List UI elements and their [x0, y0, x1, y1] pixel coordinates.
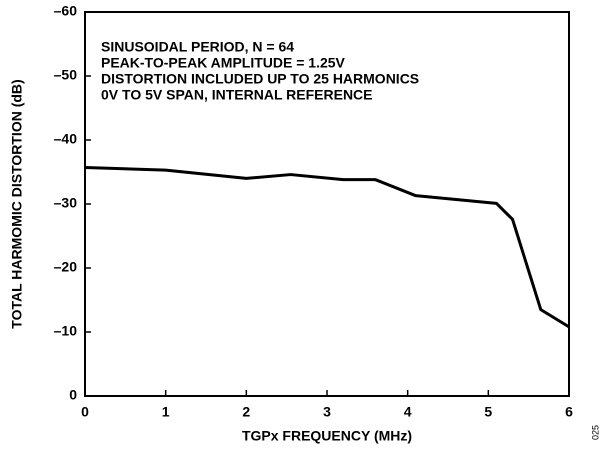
annotation: 0V TO 5V SPAN, INTERNAL REFERENCE [101, 87, 373, 103]
x-tick-label: 4 [404, 404, 412, 420]
y-tick-label: 0 [69, 387, 77, 403]
y-tick-label: –60 [54, 3, 78, 19]
annotation: SINUSOIDAL PERIOD, N = 64 [101, 39, 294, 55]
data-line [84, 166, 570, 329]
x-tick-label: 0 [81, 404, 89, 420]
figure-id: 025 [590, 425, 600, 440]
y-tick-label: –20 [54, 259, 78, 275]
x-tick-label: 1 [162, 404, 170, 420]
y-axis-label: TOTAL HARMOMIC DISTORTION (dB) [9, 79, 25, 328]
y-tick-label: –10 [54, 323, 78, 339]
x-tick-label: 3 [323, 404, 331, 420]
annotation: PEAK-TO-PEAK AMPLITUDE = 1.25V [101, 55, 346, 71]
y-tick-label: –30 [54, 195, 78, 211]
x-tick-label: 6 [565, 404, 573, 420]
x-axis-label: TGPx FREQUENCY (MHz) [242, 428, 412, 444]
annotation: DISTORTION INCLUDED UP TO 25 HARMONICS [101, 71, 419, 87]
y-tick-label: –50 [54, 67, 78, 83]
x-tick-label: 5 [484, 404, 492, 420]
x-tick-label: 2 [242, 404, 250, 420]
y-tick-label: –40 [54, 131, 78, 147]
